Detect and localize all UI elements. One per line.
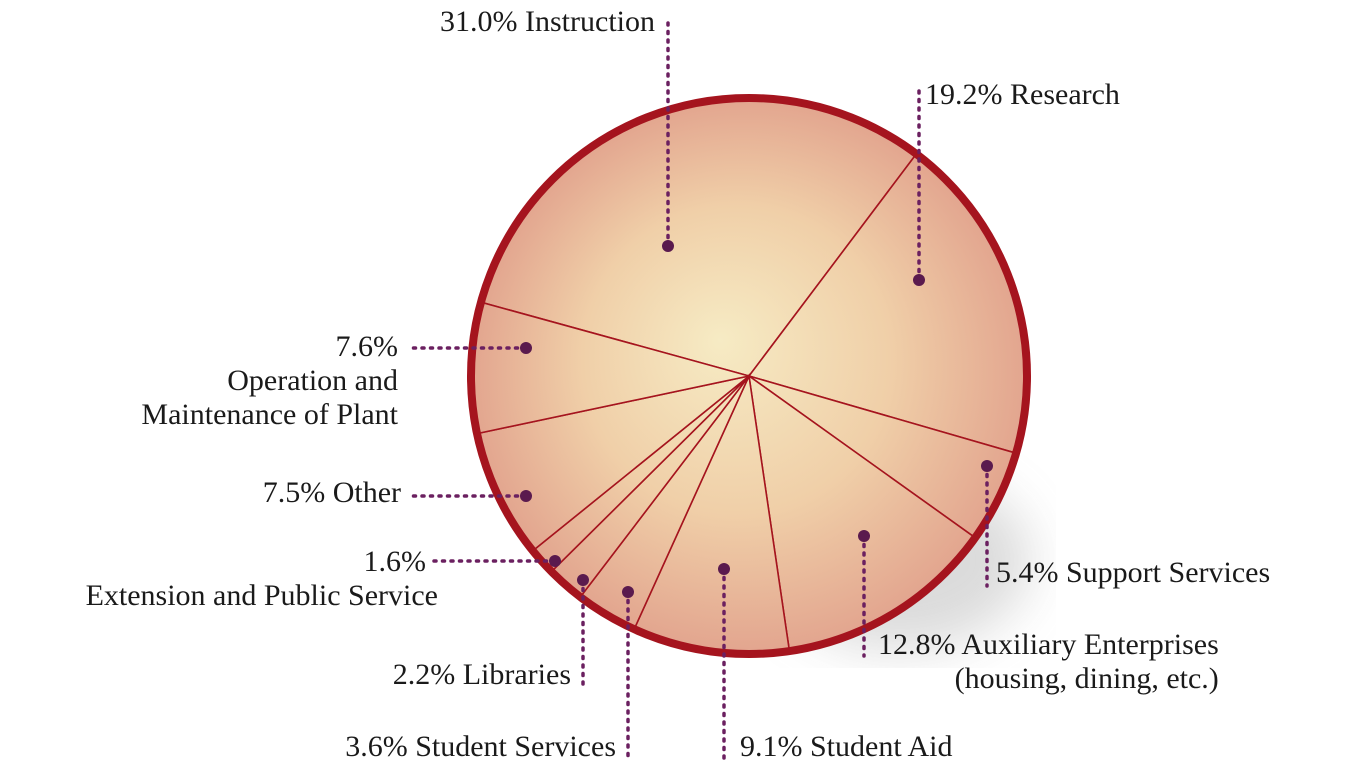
label-dot [549,555,561,567]
slice-label: 3.6% Student Services [345,730,616,764]
label-dot [981,460,993,472]
label-dot [577,574,589,586]
value-label: 7.6% [335,330,399,363]
slice-label: 7.6% Operation and Maintenance of Plant [141,330,398,432]
slice-label: 2.2% Libraries [393,658,571,692]
slice-label: 19.2% Research [925,78,1120,112]
value-label: 3.6% [345,730,408,763]
category-label: Other [332,476,401,509]
slice-label: 5.4% Support Services [996,556,1270,590]
label-dot [913,274,925,286]
label-dot [858,530,870,542]
category-label: Instruction [525,5,655,38]
value-label: 7.5% [262,476,326,509]
value-label: 12.8% [878,628,956,661]
slice-label: 1.6% Extension and Public Service [86,545,438,613]
slice-label: 12.8% Auxiliary Enterprises (housing, di… [878,628,1219,696]
category-label: Libraries [462,658,571,691]
category-label: Support Services [1066,556,1271,589]
label-dot [662,240,674,252]
category-label: Student Services [415,730,616,763]
value-label: 1.6% [363,545,427,578]
value-label: 31.0% [440,5,518,38]
slice-label: 31.0% Instruction [440,5,655,39]
category-label: Research [1010,78,1120,111]
category-label: Auxiliary Enterprises (housing, dining, … [954,628,1219,695]
pie-rim [467,94,1031,658]
value-label: 2.2% [392,658,456,691]
label-dot [718,563,730,575]
value-label: 5.4% [996,556,1059,589]
label-dot [520,342,532,354]
category-label: Operation and Maintenance of Plant [141,364,398,431]
slice-label: 7.5% Other [263,476,401,510]
value-label: 9.1% [740,730,803,763]
category-label: Student Aid [810,730,953,763]
value-label: 19.2% [925,78,1003,111]
label-dot [520,490,532,502]
category-label: Extension and Public Service [85,579,438,612]
label-dot [622,586,634,598]
slice-label: 9.1% Student Aid [740,730,953,764]
